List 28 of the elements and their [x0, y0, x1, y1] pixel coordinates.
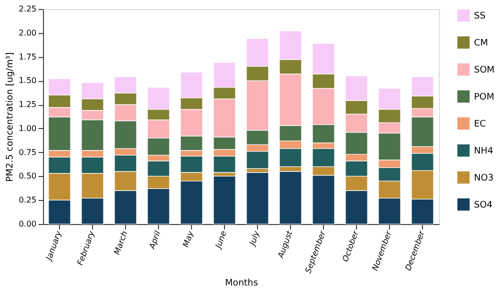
x-tick-label: April	[147, 229, 163, 251]
y-tick-label: 1.50	[18, 76, 36, 86]
x-tick-label: March	[112, 230, 130, 256]
y-tick-label: 1.75	[18, 52, 36, 62]
legend-label: NO3	[474, 174, 494, 184]
bar	[279, 171, 302, 224]
legend-label: SO4	[474, 200, 493, 210]
bar	[246, 172, 269, 224]
y-tick-label: 0.50	[18, 172, 36, 181]
y-tick-label: 0.00	[18, 220, 36, 228]
legend-label: EC	[474, 120, 486, 130]
x-tick-label: June	[213, 230, 228, 252]
legend-label: POM	[474, 92, 494, 102]
legend-label: CM	[474, 38, 488, 48]
y-tick-label: 2.25	[18, 4, 36, 14]
legend-label: SOM	[474, 66, 495, 76]
x-tick-label: May	[181, 230, 196, 248]
x-axis-title: Months	[225, 278, 258, 288]
x-tick-label: July	[247, 230, 262, 248]
legend-label: SS	[474, 12, 486, 22]
y-tick-label: 1.00	[18, 124, 36, 133]
y-axis-title: PM2.5 concentration [ug/m³]	[6, 52, 16, 182]
bar	[213, 176, 236, 224]
legend-label: NH4	[474, 146, 494, 156]
y-tick-label: 1.25	[18, 100, 36, 110]
y-tick-label: 0.75	[18, 148, 36, 157]
y-tick-label: 2.00	[18, 28, 36, 38]
y-tick-label: 0.25	[18, 196, 36, 205]
